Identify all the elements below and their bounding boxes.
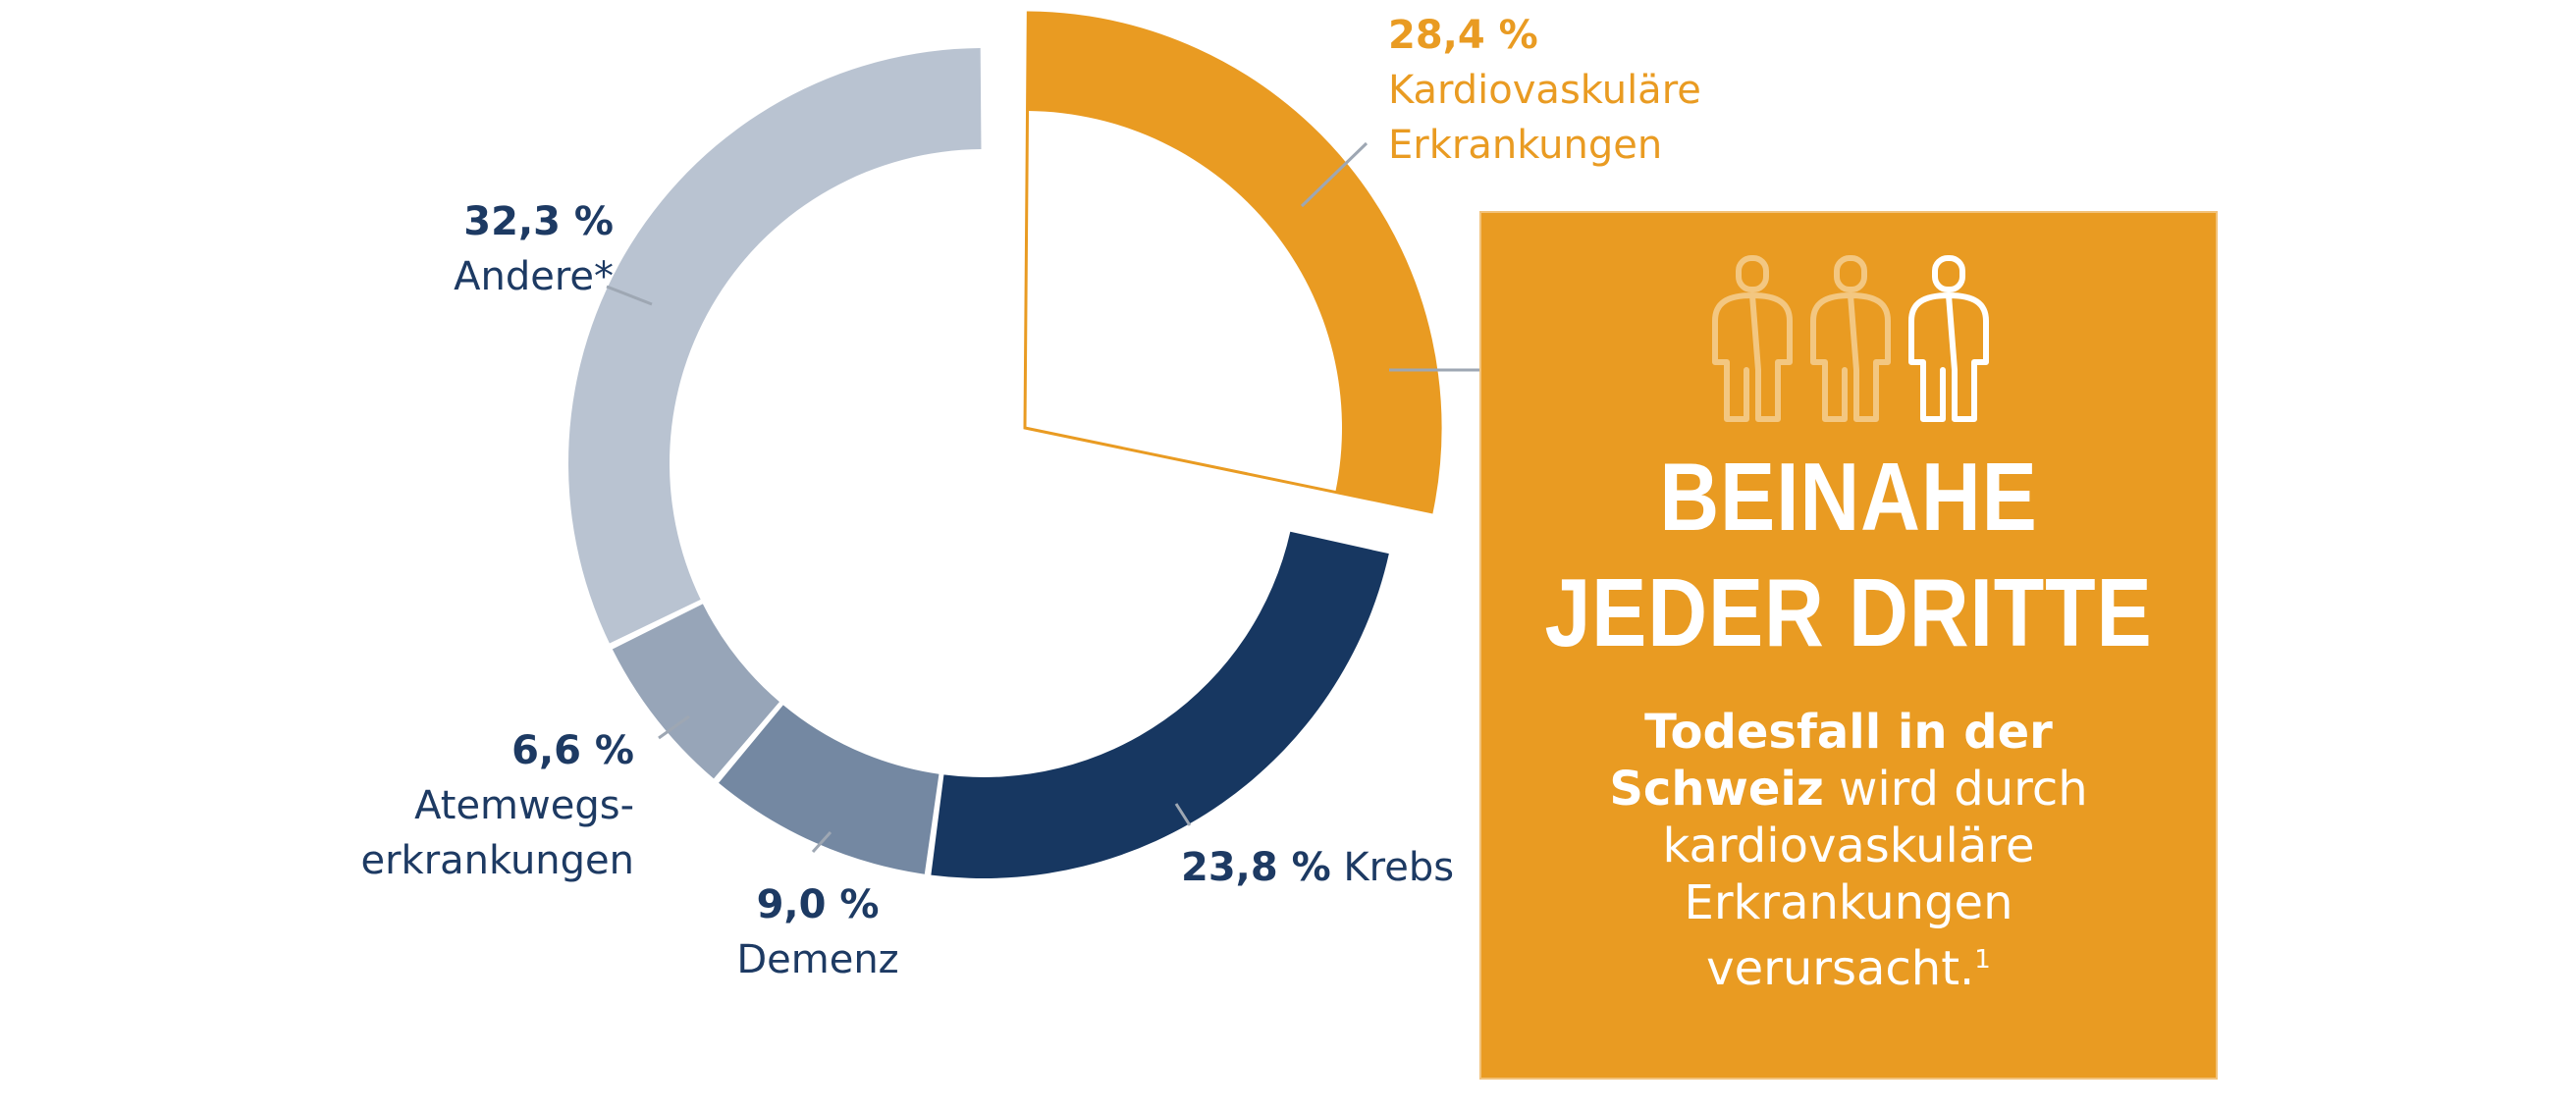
leader-line-demenz bbox=[811, 830, 832, 854]
leader-line-kardio bbox=[1300, 141, 1368, 208]
label-atemwege: 6,6 % Atemwegs- erkrankungen bbox=[360, 723, 634, 888]
footnote-mark: 1 bbox=[1974, 945, 1991, 975]
info-headline: BEINAHE JEDER DRITTE bbox=[1532, 439, 2164, 670]
slice-kardio-outline bbox=[1023, 11, 1442, 514]
person-icon-2 bbox=[1810, 255, 1891, 422]
three-people-icon bbox=[1712, 255, 1989, 422]
info-text: Todesfall in der Schweiz wird durch kard… bbox=[1481, 704, 2216, 997]
info-text-line3: kardiovaskuläre bbox=[1662, 819, 2035, 873]
slice-atemwege bbox=[612, 604, 779, 779]
label-demenz-value: 9,0 % bbox=[756, 882, 880, 927]
label-kardio: 28,4 % Kardiovaskuläre Erkrankungen bbox=[1388, 8, 1701, 173]
label-kardio-value: 28,4 % bbox=[1388, 13, 1538, 58]
info-text-line4: Erkrankungen bbox=[1684, 875, 2013, 930]
info-headline-line1: BEINAHE bbox=[1659, 443, 2038, 551]
leader-lines bbox=[606, 141, 1479, 854]
info-text-rest-2: wird durch bbox=[1823, 762, 2088, 817]
info-text-line5: verursacht. bbox=[1706, 941, 1975, 996]
label-andere-value: 32,3 % bbox=[463, 199, 614, 244]
label-demenz-name: Demenz bbox=[736, 937, 899, 982]
label-atemwege-name-line2: erkrankungen bbox=[360, 838, 634, 883]
leader-line-krebs bbox=[1174, 803, 1192, 826]
slice-demenz bbox=[719, 705, 939, 874]
leader-line-andere bbox=[606, 285, 653, 306]
info-text-bold-2: Schweiz bbox=[1609, 762, 1824, 817]
label-andere-name: Andere* bbox=[454, 254, 614, 299]
label-atemwege-name-line1: Atemwegs- bbox=[414, 783, 634, 828]
label-andere: 32,3 % Andere* bbox=[454, 194, 614, 304]
label-kardio-name-line1: Kardiovaskuläre bbox=[1388, 68, 1701, 113]
slice-krebs bbox=[931, 531, 1389, 878]
slice-kardio bbox=[1027, 13, 1440, 512]
label-krebs-value: 23,8 % bbox=[1181, 845, 1331, 890]
leader-line-atemwege bbox=[658, 714, 690, 740]
slice-andere bbox=[568, 48, 982, 644]
label-demenz: 9,0 % Demenz bbox=[729, 877, 906, 987]
info-box: BEINAHE JEDER DRITTE Todesfall in der Sc… bbox=[1479, 211, 2218, 1080]
label-krebs-name: Krebs bbox=[1343, 845, 1455, 890]
label-kardio-name-line2: Erkrankungen bbox=[1388, 123, 1663, 168]
donut-slices bbox=[568, 11, 1442, 878]
person-icon-1 bbox=[1712, 255, 1793, 422]
label-krebs: 23,8 % Krebs bbox=[1181, 840, 1454, 895]
info-text-bold-1: Todesfall in der bbox=[1644, 705, 2053, 760]
info-headline-line2: JEDER DRITTE bbox=[1544, 558, 2153, 666]
label-atemwege-value: 6,6 % bbox=[511, 728, 634, 773]
person-icon-3 bbox=[1908, 255, 1989, 422]
